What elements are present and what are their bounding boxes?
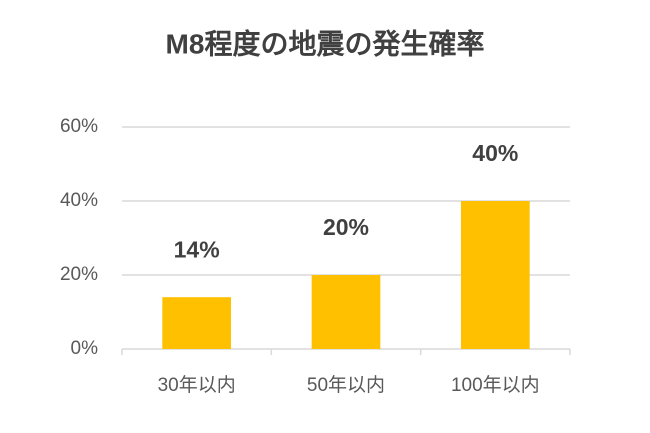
- y-tick-label: 40%: [60, 190, 98, 211]
- value-label: 40%: [472, 140, 518, 166]
- bar: [460, 201, 530, 349]
- value-label: 20%: [323, 214, 369, 240]
- y-tick-label: 60%: [60, 116, 98, 137]
- value-label: 14%: [174, 236, 220, 262]
- x-tick-label: 50年以内: [307, 374, 385, 396]
- chart-title: M8程度の地震の発生確率: [166, 27, 485, 59]
- bar: [162, 297, 232, 349]
- y-tick-label: 20%: [60, 264, 98, 285]
- x-tick-label: 100年以内: [451, 374, 540, 396]
- bar: [311, 275, 381, 349]
- x-tick-label: 30年以内: [158, 374, 236, 396]
- y-tick-label: 0%: [71, 338, 99, 359]
